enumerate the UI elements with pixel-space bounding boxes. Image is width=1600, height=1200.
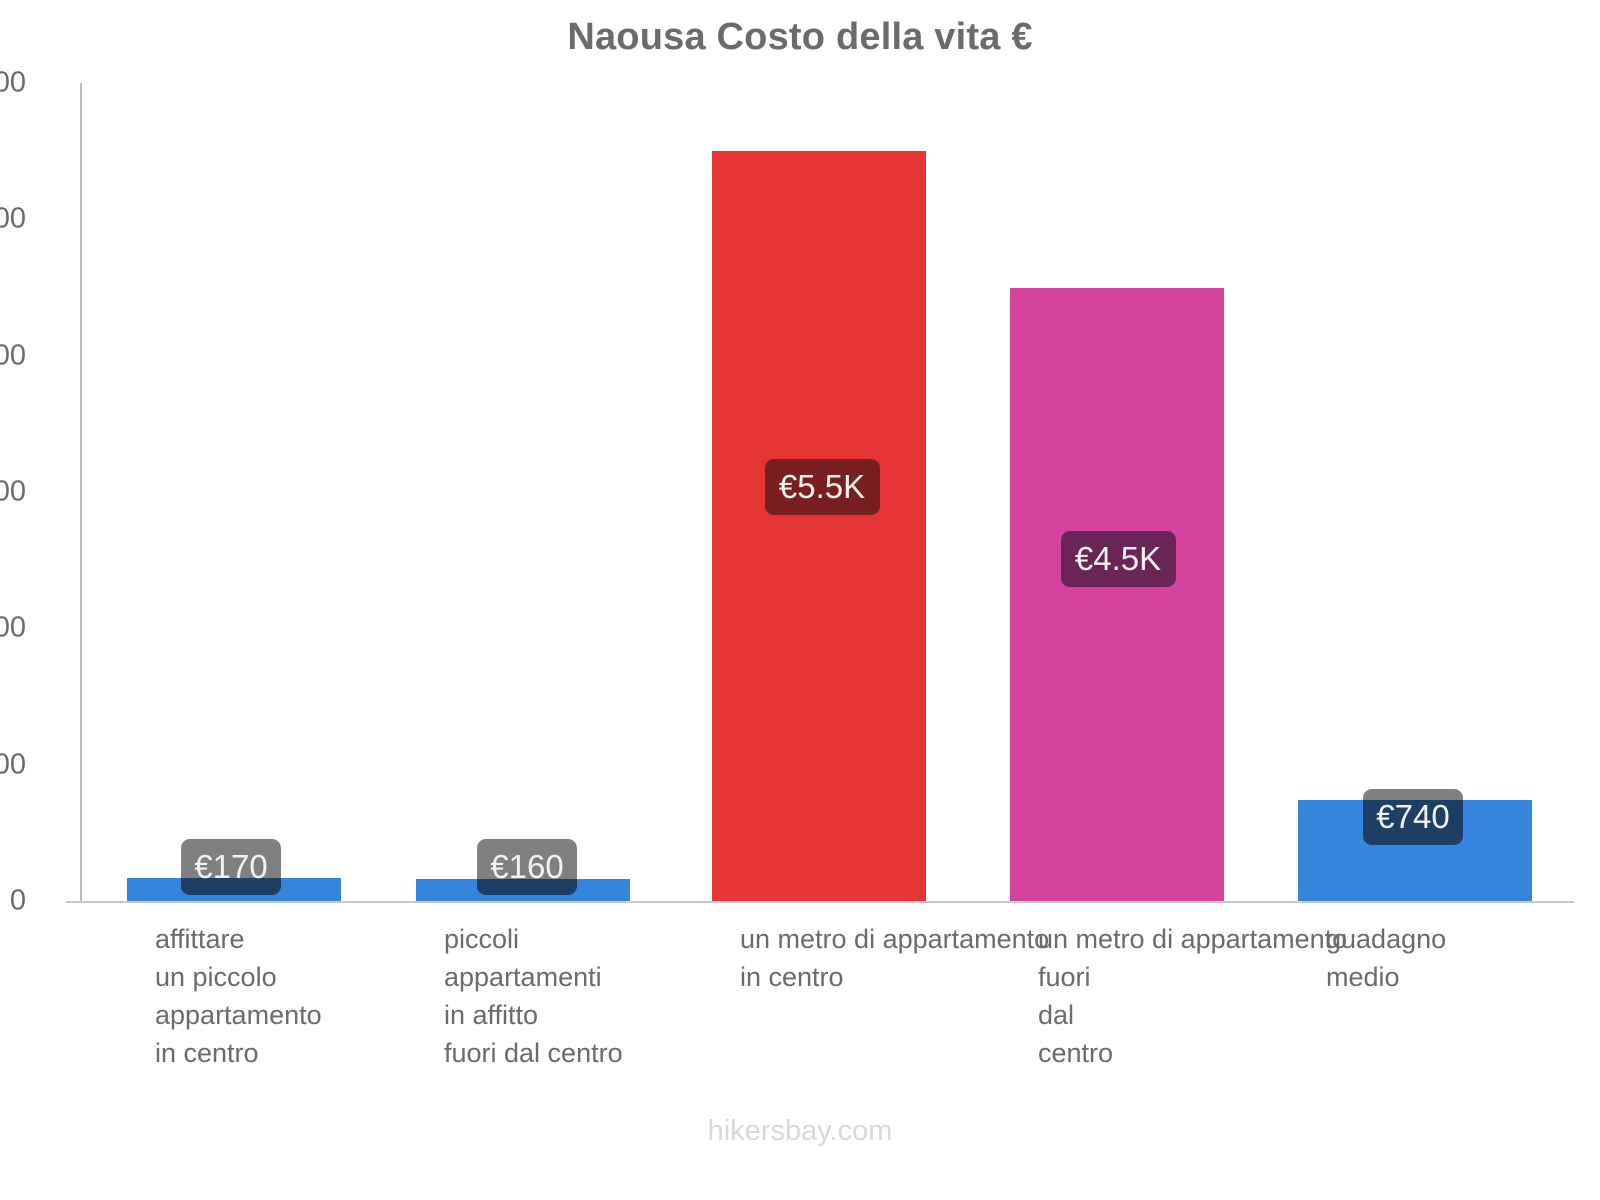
x-label-line: un metro di appartamento [1038, 924, 1348, 954]
value-label-chip-overlap [764, 459, 880, 515]
y-tick-5000: 5000 [0, 202, 26, 235]
x-label-2: un metro di appartamento in centro [740, 920, 1049, 996]
x-label-line: in affitto [444, 1000, 539, 1030]
y-tick-4000: 4000 [0, 339, 26, 372]
value-label-text: €5.5K [778, 468, 866, 505]
x-label-line: fuori dal centro [444, 1038, 623, 1068]
x-label-line: in centro [155, 1038, 259, 1068]
x-label-line: un piccolo [155, 962, 277, 992]
x-label-line: in centro [740, 962, 844, 992]
value-label-text: €4.5K [1074, 540, 1162, 577]
value-label-2: €5.5K [764, 459, 880, 515]
source-watermark: hikersbay.com [707, 1115, 893, 1147]
value-label-text: €170 [194, 848, 268, 885]
x-label-line: appartamento [155, 1000, 322, 1030]
x-label-line: medio [1326, 962, 1400, 992]
value-label-0: €170 [181, 839, 281, 895]
plot-area: 0 1000 2000 3000 4000 5000 6000 €170 €160 €5.5K €… [0, 67, 1574, 917]
value-label-4: €740 [1363, 789, 1463, 845]
x-label-line: un metro di appartamento [740, 924, 1050, 954]
x-label-4: guadagno medio [1326, 920, 1446, 996]
x-label-1: piccoli appartamenti in affitto fuori dal c… [444, 920, 623, 1072]
bar-2[interactable] [712, 151, 926, 901]
x-label-line: centro [1038, 1038, 1114, 1068]
value-label-text: €740 [1376, 798, 1450, 835]
x-label-line: appartamenti [444, 962, 602, 992]
x-label-3: un metro di appartamento fuori dal centro [1038, 920, 1347, 1072]
x-label-line: dal [1038, 1000, 1075, 1030]
y-tick-2000: 2000 [0, 611, 26, 644]
chart-title: Naousa Costo della vita € [567, 16, 1033, 58]
value-label-chip-overlap [477, 879, 577, 895]
x-axis-line [66, 901, 1574, 903]
y-tick-1000: 1000 [0, 748, 26, 781]
y-tick-6000: 6000 [0, 66, 26, 99]
value-label-chip-overlap [1363, 800, 1463, 845]
value-label-chip-overlap [181, 877, 281, 895]
y-axis-line [80, 83, 82, 901]
x-label-line: fuori [1038, 962, 1091, 992]
value-label-1: €160 [477, 839, 577, 895]
x-label-0: affittare un piccolo appartamento in centro [155, 920, 322, 1072]
x-label-line: affittare [155, 924, 245, 954]
y-tick-0: 0 [9, 884, 26, 917]
y-tick-3000: 3000 [0, 475, 26, 508]
x-label-line: guadagno [1326, 924, 1447, 954]
x-label-line: piccoli [444, 924, 520, 954]
value-label-text: €160 [490, 848, 564, 885]
value-label-3: €4.5K [1060, 531, 1176, 587]
value-label-chip-overlap [1060, 531, 1176, 587]
bar-3[interactable] [1010, 287, 1224, 901]
